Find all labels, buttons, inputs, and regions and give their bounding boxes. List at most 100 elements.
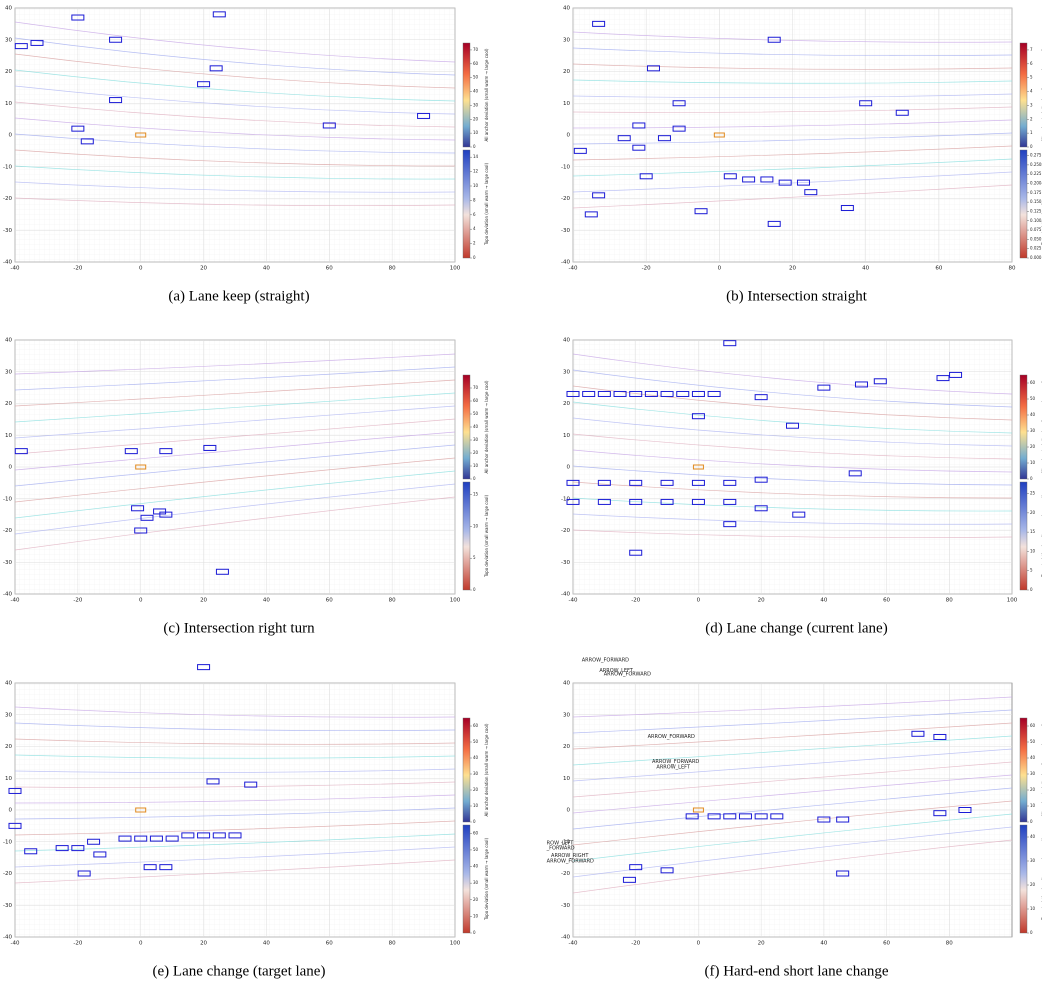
- y-tick-label: -20: [3, 528, 12, 534]
- colorbar-tick-label: 8: [473, 197, 476, 202]
- colorbar-tick-label: 10: [1030, 460, 1036, 465]
- x-tick-label: -40: [569, 598, 578, 604]
- y-tick-label: -30: [561, 903, 570, 909]
- x-tick-label: 60: [326, 598, 333, 604]
- y-tick-label: 0: [567, 465, 571, 471]
- x-tick-label: 40: [862, 266, 869, 272]
- colorbar-tick-label: 3: [1030, 102, 1033, 107]
- x-tick-label: -20: [73, 941, 82, 947]
- y-tick-label: 40: [563, 681, 570, 687]
- y-tick-label: -40: [561, 260, 570, 266]
- colorbar: [1020, 825, 1027, 933]
- caption: (c) Intersection right turn: [163, 620, 315, 636]
- x-tick-label: -40: [569, 266, 578, 272]
- colorbar-tick-label: 60: [473, 61, 479, 66]
- colorbar-tick-label: 0: [473, 144, 476, 149]
- colorbar-tick-label: 0: [1030, 819, 1033, 824]
- page: {"chart_data": [ {"type": "scatter", "ca…: [0, 0, 1042, 990]
- x-tick-label: 60: [935, 266, 942, 272]
- x-tick-label: -40: [11, 598, 20, 604]
- caption: (b) Intersection straight: [726, 288, 868, 304]
- y-tick-label: 20: [5, 401, 12, 407]
- y-tick-label: -10: [3, 839, 12, 845]
- colorbar: [1020, 150, 1027, 258]
- x-tick-label: -20: [631, 598, 640, 604]
- colorbar: [1020, 43, 1027, 147]
- colorbar-tick-label: 50: [473, 739, 479, 744]
- colorbar-tick-label: 6: [473, 212, 476, 217]
- y-tick-label: -20: [3, 871, 12, 877]
- x-tick-label: 80: [389, 941, 396, 947]
- colorbar-tick-label: 0: [1030, 476, 1033, 481]
- panel: -40-20020406080100-40-30-20-100102030400…: [3, 338, 489, 637]
- y-tick-label: -30: [561, 228, 570, 234]
- colorbar: [1020, 375, 1027, 479]
- panel: -40-20020406080100-40-30-20-100102030400…: [561, 338, 1042, 637]
- x-tick-label: 40: [820, 941, 827, 947]
- colorbar: [463, 825, 470, 933]
- colorbar-tick-label: 60: [473, 723, 479, 728]
- y-tick-label: 40: [5, 338, 12, 344]
- colorbar-label: Topo deviation (small warm → large cool): [484, 495, 489, 579]
- colorbar-tick-label: 40: [1030, 412, 1036, 417]
- y-tick-label: 40: [563, 338, 570, 344]
- x-tick-label: 0: [697, 941, 701, 947]
- colorbar-tick-label: 0: [473, 930, 476, 935]
- colorbar-tick-label: 20: [473, 116, 479, 121]
- x-tick-label: 60: [326, 941, 333, 947]
- y-tick-label: 20: [563, 69, 570, 75]
- y-tick-label: -40: [3, 592, 12, 598]
- colorbar: [463, 718, 470, 822]
- x-tick-label: 20: [200, 941, 207, 947]
- colorbar: [463, 150, 470, 258]
- colorbar-tick-label: 20: [1030, 444, 1036, 449]
- colorbar-tick-label: 50: [473, 75, 479, 80]
- y-tick-label: -30: [3, 560, 12, 566]
- x-tick-label: 80: [1009, 266, 1016, 272]
- colorbar-label: Topo deviation (small warm → large cool): [484, 838, 489, 922]
- x-tick-label: -20: [642, 266, 651, 272]
- colorbar-tick-label: 60: [1030, 723, 1036, 728]
- y-tick-label: 20: [563, 401, 570, 407]
- y-tick-label: 40: [5, 681, 12, 687]
- y-tick-label: 20: [5, 744, 12, 750]
- colorbar-tick-label: 0.275: [1030, 153, 1042, 158]
- y-tick-label: 10: [5, 433, 12, 439]
- colorbar-tick-label: 4: [473, 226, 476, 231]
- y-tick-label: -40: [561, 935, 570, 941]
- colorbar-tick-label: 60: [473, 398, 479, 403]
- colorbar-tick-label: 50: [1030, 739, 1036, 744]
- x-tick-label: 80: [389, 598, 396, 604]
- caption: (a) Lane keep (straight): [168, 288, 309, 304]
- colorbar-tick-label: 10: [1030, 548, 1036, 553]
- x-tick-label: 0: [697, 598, 701, 604]
- y-tick-label: 10: [5, 101, 12, 107]
- colorbar-tick-label: 20: [473, 450, 479, 455]
- x-tick-label: -20: [73, 266, 82, 272]
- colorbar-tick-label: 30: [473, 102, 479, 107]
- colorbar-tick-label: 12: [473, 169, 479, 174]
- annotation: ARROW_FORWARD: [604, 672, 651, 678]
- colorbar-tick-label: 10: [1030, 803, 1036, 808]
- annotation: ARROW_FORWARD: [547, 858, 594, 864]
- y-tick-label: -20: [561, 871, 570, 877]
- colorbar-tick-label: 0: [473, 255, 476, 260]
- colorbar-tick-label: 20: [1030, 510, 1036, 515]
- colorbar: [463, 482, 470, 590]
- x-tick-label: 60: [883, 941, 890, 947]
- y-tick-label: 10: [563, 776, 570, 782]
- x-tick-label: 100: [1007, 598, 1018, 604]
- x-tick-label: 40: [263, 266, 270, 272]
- y-tick-label: -10: [3, 496, 12, 502]
- y-tick-label: 0: [9, 808, 13, 814]
- x-tick-label: -40: [11, 941, 20, 947]
- x-tick-label: 0: [718, 266, 722, 272]
- x-tick-label: 40: [263, 941, 270, 947]
- x-tick-label: -20: [73, 598, 82, 604]
- colorbar-tick-label: 50: [473, 847, 479, 852]
- colorbar-tick-label: 20: [1030, 787, 1036, 792]
- x-tick-label: 20: [789, 266, 796, 272]
- y-tick-label: 20: [5, 69, 12, 75]
